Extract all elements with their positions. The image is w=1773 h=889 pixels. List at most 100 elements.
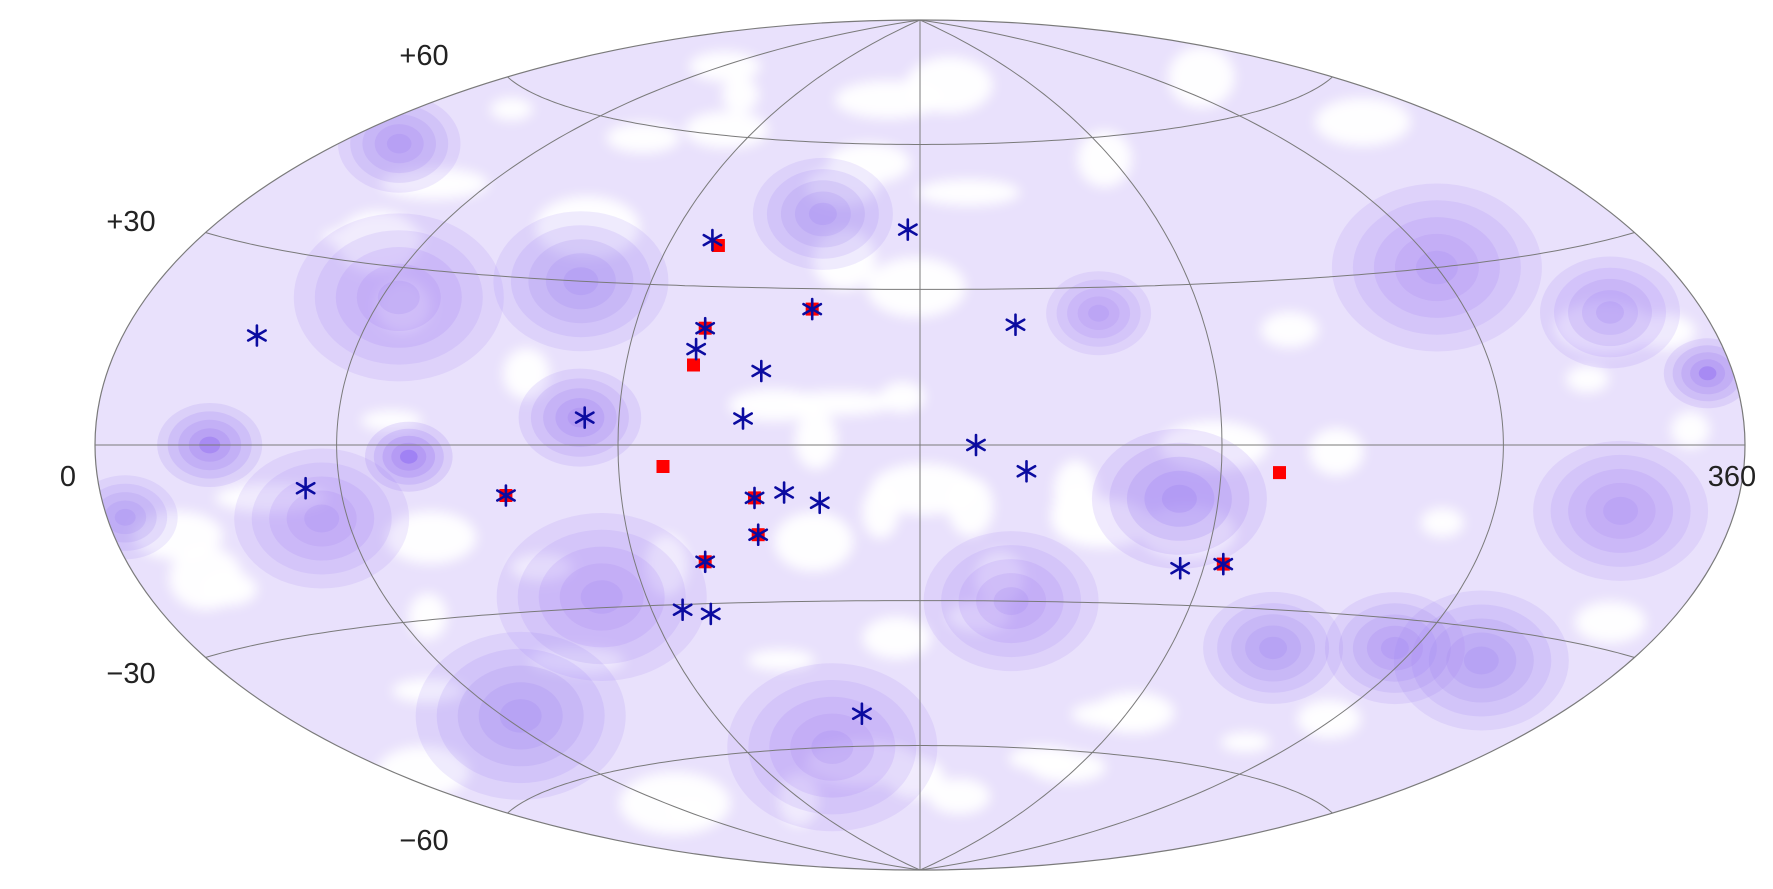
density-gap [1554,302,1654,354]
asterisk-stroke [295,481,316,495]
asterisk-marker [744,486,765,510]
density-gap [510,553,573,581]
asterisk-stroke [672,603,693,617]
density-blob [104,500,147,535]
density-gap [169,546,243,610]
grid-parallel [507,76,1333,145]
asterisk-marker [695,550,716,574]
asterisk-marker [702,228,723,252]
density-blob [415,631,626,800]
density-gap [408,593,447,640]
density-blob [1596,301,1624,324]
asterisk-marker [695,316,716,340]
density-gap [1314,97,1411,146]
asterisk-marker [1016,459,1037,483]
density-gap [1221,732,1271,753]
density-blob [362,114,437,174]
asterisk-stroke [748,528,769,542]
density-blob [304,504,340,533]
asterisk-stroke [1213,557,1234,571]
asterisk-stroke [702,233,723,247]
density-gap [862,616,931,659]
asterisk-stroke [700,607,721,621]
square-marker [656,460,670,473]
density-blob [538,546,665,648]
asterisk-marker [733,407,754,430]
asterisk-stroke [495,489,516,502]
density-blob [314,230,483,365]
asterisk-marker [686,337,707,361]
asterisk-marker [809,491,830,515]
density-blob [559,563,644,631]
density-blob [794,191,851,237]
asterisk-marker [495,484,516,507]
density-gap [535,196,640,259]
grid-parallel [507,745,1333,814]
density-gap [375,279,431,333]
density-gap [1671,411,1710,449]
density-blob [499,699,542,733]
tick-label-lat-minus-60: −60 [399,825,448,857]
square-marker [687,358,700,372]
density-gap [827,142,911,184]
density-blob [1352,614,1437,682]
density-blob [1046,271,1152,356]
asterisk-stroke [695,321,716,335]
density-gap [870,463,978,515]
density-blob [436,648,605,784]
density-gap [392,678,465,703]
density-blob [391,442,427,471]
asterisk-marker [574,406,595,429]
density-blob [377,280,420,315]
density-gap [806,740,920,786]
density-gap [1077,130,1132,188]
density-gap [1309,427,1364,476]
tick-labels: +60 +30 0 360 −30 −60 [60,40,1756,857]
asterisk-marker [1170,556,1191,580]
tick-label-lat-60: +60 [399,40,448,72]
asterisk-stroke [733,412,754,425]
density-blob [1366,625,1423,671]
density-blob [1428,618,1534,703]
density-blob [400,449,418,464]
asterisk-stroke [695,555,716,569]
density-gap [667,801,711,822]
density-blob [1540,256,1680,369]
density-blob [752,157,893,270]
tick-label-lat-minus-30: −30 [106,658,155,690]
density-gap [1168,46,1235,108]
density-gap [1159,421,1268,471]
density-blob [496,513,707,681]
density-blob [114,508,136,526]
asterisk-marker [774,481,795,504]
density-blob [555,398,605,438]
density-blob [1338,603,1451,693]
density-blob [234,448,410,589]
asterisk-stroke [574,411,595,424]
asterisk-stroke [751,364,772,378]
density-blob [530,378,629,457]
density-blob [1550,454,1691,567]
density-blob [1533,440,1709,581]
density-blob [1672,345,1743,402]
asterisk-stroke [744,491,765,505]
density-blob [1393,590,1569,731]
density-blob [766,169,879,259]
density-blob [457,665,584,767]
density-gap [905,56,993,114]
asterisk-marker [802,297,823,321]
density-blob [374,124,424,164]
density-gap [619,771,731,835]
asterisk-marker [965,433,986,457]
density-gap [795,410,838,470]
density-gap [1421,507,1464,538]
density-blob [808,202,837,226]
density-blob [580,580,623,614]
asterisk-stroke [1170,561,1191,575]
asterisk-stroke [686,342,707,356]
density-gap [778,773,820,826]
density-blob [1463,646,1499,675]
density-blob [1088,304,1110,322]
density-blob [1109,442,1250,555]
density-blob [365,421,453,492]
